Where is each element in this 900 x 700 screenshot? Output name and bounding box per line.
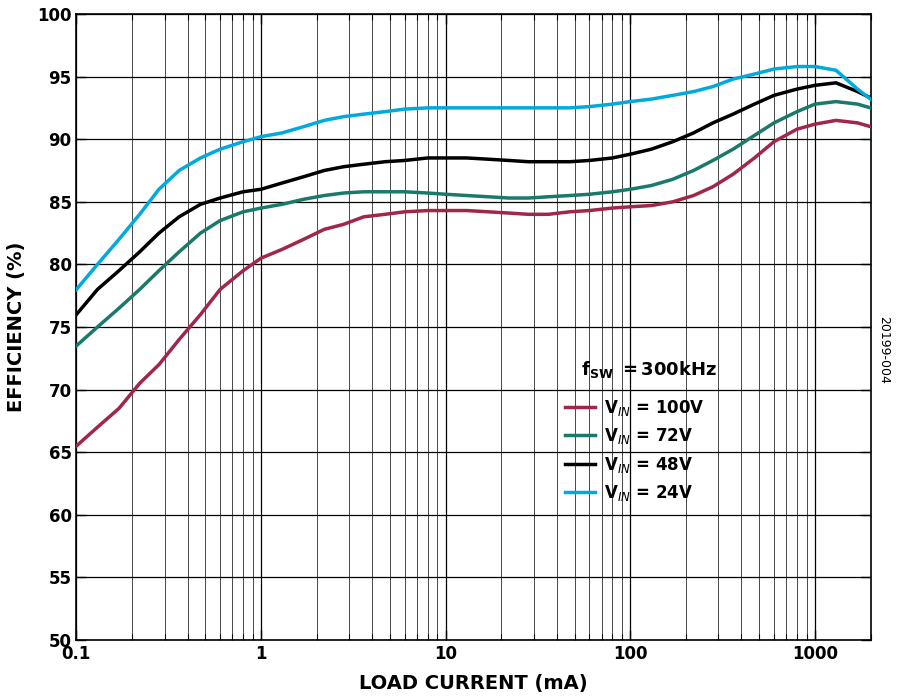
Legend: V$_{IN}$ = 100V, V$_{IN}$ = 72V, V$_{IN}$ = 48V, V$_{IN}$ = 24V: V$_{IN}$ = 100V, V$_{IN}$ = 72V, V$_{IN}… [565, 398, 704, 503]
X-axis label: LOAD CURRENT (mA): LOAD CURRENT (mA) [359, 674, 588, 693]
Text: 20199-004: 20199-004 [878, 316, 890, 384]
Y-axis label: EFFICIENCY (%): EFFICIENCY (%) [7, 241, 26, 412]
Text: $\mathbf{f_{SW}}$ $\mathbf{= 300kHz}$: $\mathbf{f_{SW}}$ $\mathbf{= 300kHz}$ [580, 359, 716, 380]
